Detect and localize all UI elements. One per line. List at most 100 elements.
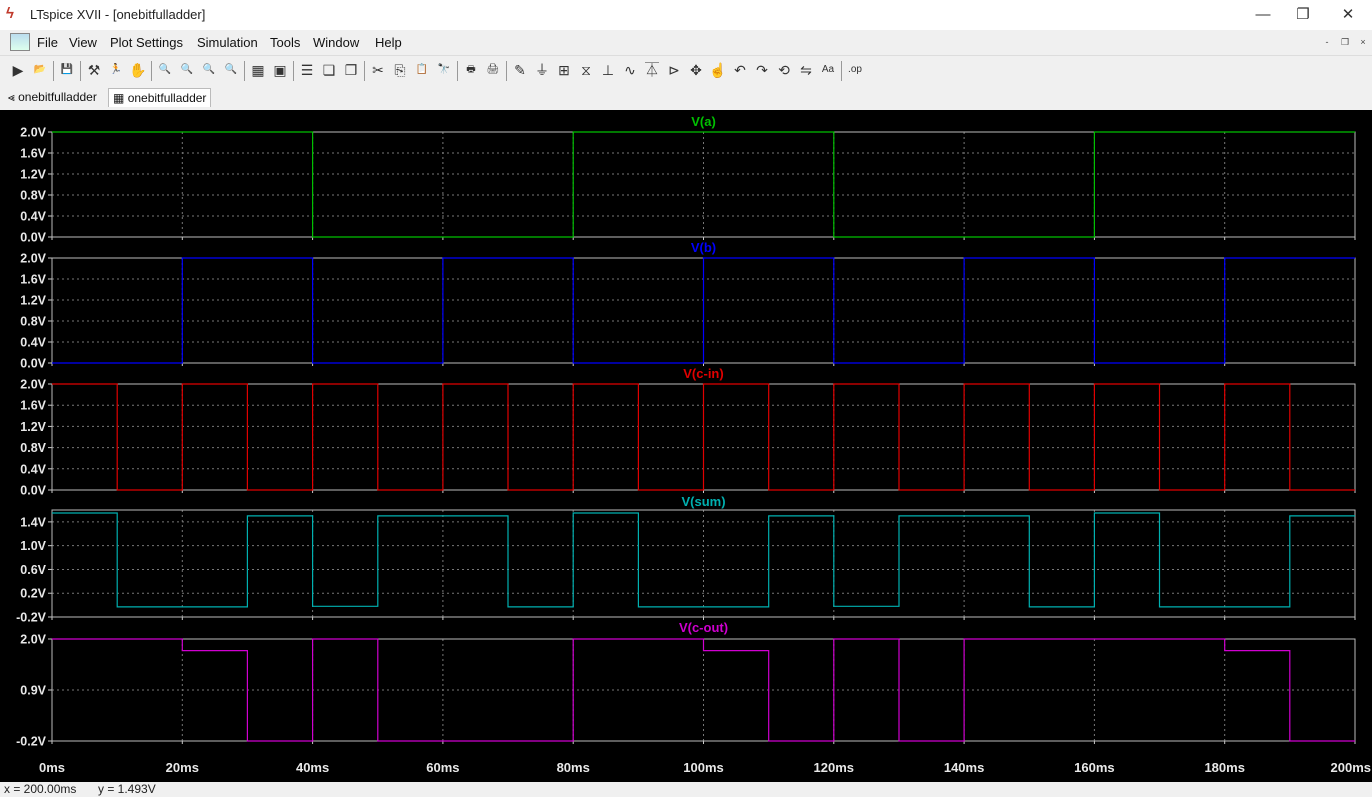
y-tick-label: 2.0V: [20, 126, 46, 140]
cursor-y-readout: y = 1.493V: [98, 782, 156, 796]
toolbar-separator: [506, 61, 507, 81]
redo-icon[interactable]: ↷: [756, 62, 768, 78]
move-icon[interactable]: ✥: [690, 62, 702, 78]
schematic-icon: ⪡: [8, 90, 15, 104]
print-preview-icon[interactable]: 🖶: [466, 64, 476, 75]
menu-file[interactable]: File: [37, 35, 58, 50]
save-icon[interactable]: 💾: [60, 64, 74, 75]
mdi-close-button[interactable]: ×: [1360, 37, 1366, 47]
tab-schematic[interactable]: ⪡ onebitfulladder: [4, 88, 101, 106]
y-tick-label: -0.2V: [16, 735, 47, 749]
find-icon[interactable]: 🔭: [437, 64, 451, 75]
pane-3: 2.0V 1.6V 1.2V 0.8V 0.4V 0.0V V(c-in): [20, 366, 1356, 498]
waveform-plot-svg[interactable]: 2.0V 1.6V 1.2V 0.8V 0.4V 0.0V V(a) 2.0V 1.6V 1.2V…: [0, 110, 1372, 782]
mdi-restore-button[interactable]: ❐: [1340, 37, 1350, 47]
rotate-icon[interactable]: ⟲: [778, 62, 790, 78]
document-waveform-icon[interactable]: [10, 33, 30, 51]
undo-icon[interactable]: ↶: [734, 62, 746, 78]
zoom-in-icon[interactable]: 🔍: [158, 64, 172, 75]
y-tick-label: 2.0V: [20, 633, 46, 647]
toolbar-separator: [364, 61, 365, 81]
y-tick-label: 1.0V: [20, 539, 46, 553]
status-bar: x = 200.00ms y = 1.493V: [0, 782, 1372, 797]
toolbar-separator: [244, 61, 245, 81]
inductor-icon[interactable]: ∿: [624, 62, 636, 78]
cursor-x-readout: x = 200.00ms: [4, 782, 77, 796]
pane-2: 2.0V 1.6V 1.2V 0.8V 0.4V 0.0V V(b): [20, 240, 1356, 371]
menu-view[interactable]: View: [69, 35, 97, 50]
menu-help[interactable]: Help: [375, 35, 402, 50]
toolbar-separator: [151, 61, 152, 81]
waveform-viewer[interactable]: 2.0V 1.6V 1.2V 0.8V 0.4V 0.0V V(a) 2.0V 1.6V 1.2V…: [0, 110, 1372, 782]
ltspice-app-icon: ϟ: [6, 5, 14, 22]
x-tick-label: 0ms: [39, 760, 65, 775]
trace-v-a: [52, 131, 1355, 238]
x-tick-label: 20ms: [166, 760, 199, 775]
zoom-cancel-icon[interactable]: 🔍: [224, 64, 238, 75]
cascade-icon[interactable]: ❏: [322, 62, 336, 78]
tab-waveform[interactable]: ▦ onebitfulladder: [108, 88, 212, 107]
label-icon[interactable]: ⊞: [558, 62, 570, 78]
menu-plot-settings[interactable]: Plot Settings: [110, 35, 183, 50]
y-tick-label: 0.9V: [20, 684, 46, 698]
y-tick-label: 0.8V: [20, 441, 46, 455]
drag-icon[interactable]: ☝: [709, 62, 727, 78]
menu-window[interactable]: Window: [313, 35, 360, 50]
pane-title: V(c-out): [679, 620, 728, 635]
pan-hand-icon[interactable]: ✋: [129, 62, 147, 78]
menu-simulation[interactable]: Simulation: [197, 35, 258, 50]
cut-icon[interactable]: ✂: [372, 62, 384, 78]
print-icon[interactable]: 🖨: [486, 64, 500, 75]
trace-v-c-in: [52, 383, 1355, 491]
autorange-icon[interactable]: ▦: [251, 62, 265, 78]
x-tick-label: 40ms: [296, 760, 329, 775]
menu-tools[interactable]: Tools: [270, 35, 301, 50]
y-tick-label: 2.0V: [20, 378, 46, 392]
y-tick-label: 1.4V: [20, 515, 46, 529]
tile-horizontal-icon[interactable]: ☰: [300, 62, 314, 78]
add-trace-icon[interactable]: ▣: [273, 62, 287, 78]
y-tick-label: 0.2V: [20, 587, 46, 601]
minimize-button[interactable]: —: [1255, 6, 1271, 23]
pane-frame: [51, 509, 1356, 618]
y-tick-label: 0.4V: [20, 336, 46, 350]
y-tick-label: 0.8V: [20, 315, 46, 329]
mirror-icon[interactable]: ⇋: [800, 62, 812, 78]
toolbar-separator: [53, 61, 54, 81]
toolbar: ▶ 📂 💾 ⚒ 🏃 ✋ 🔍 🔍 🔍 🔍 ▦ ▣ ☰ ❏ ❐ ✂ ⎘ 📋 🔭 🖶 🖨 ✎ ⏚ ⊞ ⧖ ⊥ ∿ ⏄ ⊳ ✥ ☝ ↶ ↷ ⟲ ⇋ Aa .op: [0, 55, 1372, 86]
x-tick-label: 100ms: [683, 760, 723, 775]
y-tick-label: 1.2V: [20, 294, 46, 308]
run-icon[interactable]: ▶: [12, 62, 24, 78]
open-icon[interactable]: 📂: [33, 64, 47, 75]
diode-icon[interactable]: ⏄: [645, 62, 659, 78]
spice-directive-icon[interactable]: .op: [848, 64, 862, 75]
menu-bar: File View Plot Settings Simulation Tools…: [0, 30, 1372, 54]
mdi-minimize-button[interactable]: -: [1325, 37, 1329, 47]
wire-icon[interactable]: ✎: [514, 62, 526, 78]
text-icon[interactable]: Aa: [821, 64, 835, 75]
component-icon[interactable]: ⊳: [668, 62, 680, 78]
y-tick-label: 1.6V: [20, 399, 46, 413]
resistor-icon[interactable]: ⧖: [581, 62, 591, 78]
x-tick-label: 60ms: [426, 760, 459, 775]
pane-title: V(b): [691, 240, 716, 255]
pane-5: 2.0V 0.9V -0.2V V(c-out): [16, 620, 1356, 749]
copy-icon[interactable]: ⎘: [394, 62, 406, 78]
y-tick-label: 2.0V: [20, 252, 46, 266]
zoom-area-icon[interactable]: 🔍: [180, 64, 194, 75]
y-tick-label: 0.4V: [20, 210, 46, 224]
document-tabs: ⪡ onebitfulladder ▦ onebitfulladder: [0, 86, 1372, 108]
y-tick-label: 0.0V: [20, 484, 46, 498]
tile-vertical-icon[interactable]: ❐: [344, 62, 358, 78]
zoom-out-icon[interactable]: 🔍: [202, 64, 216, 75]
pane-title: V(c-in): [683, 366, 723, 381]
control-panel-icon[interactable]: ⚒: [87, 62, 101, 78]
ground-icon[interactable]: ⏚: [535, 62, 549, 78]
paste-icon[interactable]: 📋: [415, 64, 429, 75]
toolbar-separator: [80, 61, 81, 81]
capacitor-icon[interactable]: ⊥: [601, 62, 615, 78]
y-tick-label: 1.6V: [20, 273, 46, 287]
close-button[interactable]: ✕: [1341, 6, 1355, 23]
run-sim-icon[interactable]: 🏃: [109, 64, 123, 75]
restore-button[interactable]: ❐: [1296, 6, 1310, 23]
